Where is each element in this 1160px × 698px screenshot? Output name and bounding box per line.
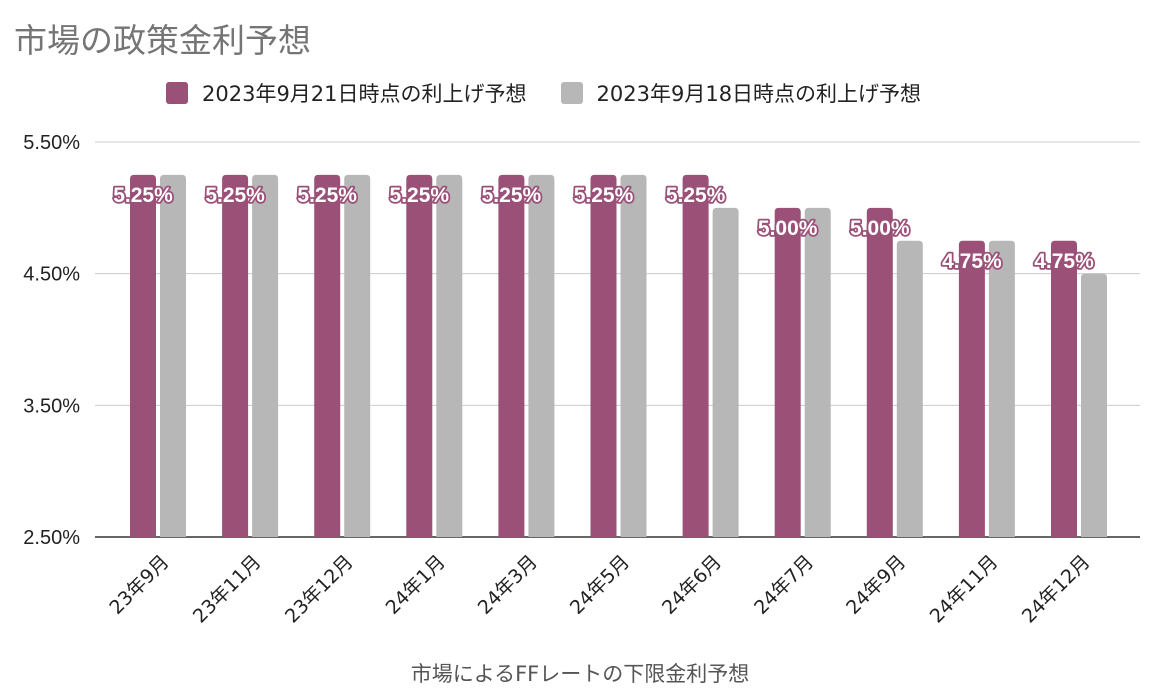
- data-label: 4.75%: [942, 250, 1002, 273]
- bar-sep21[interactable]: [1051, 240, 1077, 537]
- x-tick-label: 24年5月: [566, 551, 634, 619]
- x-tick-label: 24年9月: [842, 551, 910, 619]
- bar-sep18[interactable]: [344, 174, 371, 537]
- legend: 2023年9月21日時点の利上げ予想 2023年9月18日時点の利上げ予想: [166, 78, 921, 108]
- data-label: 5.25%: [666, 184, 726, 207]
- legend-label-sep18: 2023年9月18日時点の利上げ予想: [596, 82, 922, 106]
- x-tick-label: 23年11月: [189, 551, 266, 628]
- x-tick-label: 24年6月: [658, 551, 726, 619]
- bar-sep18[interactable]: [528, 174, 555, 537]
- chart-title: 市場の政策金利予想: [14, 21, 311, 60]
- data-label: 5.00%: [850, 217, 910, 240]
- bar-sep18[interactable]: [436, 174, 463, 537]
- y-tick-label: 5.50%: [23, 132, 80, 154]
- x-tick-label: 24年11月: [926, 551, 1003, 628]
- bar-sep21[interactable]: [130, 174, 156, 537]
- y-tick-label: 2.50%: [23, 527, 80, 549]
- x-tick-label: 24年7月: [750, 551, 818, 619]
- x-tick-label: 24年12月: [1018, 551, 1095, 628]
- bar-sep21[interactable]: [774, 207, 801, 538]
- y-axis-ticks: 2.50% 3.50% 4.50% 5.50%: [23, 132, 80, 549]
- legend-swatch-sep21: [166, 82, 188, 104]
- data-label: 4.75%: [1034, 250, 1094, 273]
- data-label: 5.25%: [113, 184, 173, 207]
- bar-sep18[interactable]: [160, 174, 186, 537]
- data-labels: 5.25% 5.25% 5.25% 5.25% 5.25% 5.25% 5.25% 5.00%…: [111, 182, 1095, 274]
- legend-item-sep21[interactable]: 2023年9月21日時点の利上げ予想: [166, 78, 527, 108]
- x-tick-label: 24年1月: [382, 551, 450, 619]
- legend-item-sep18[interactable]: 2023年9月18日時点の利上げ予想: [560, 78, 922, 108]
- bar-sep18[interactable]: [896, 240, 923, 537]
- bar-sep18[interactable]: [804, 207, 831, 538]
- legend-label-sep21: 2023年9月21日時点の利上げ予想: [202, 82, 527, 106]
- x-tick-label: 23年9月: [105, 551, 173, 619]
- y-tick-label: 3.50%: [23, 395, 80, 417]
- x-tick-label: 23年12月: [281, 551, 358, 628]
- data-label: 5.25%: [482, 184, 542, 207]
- bar-sep21[interactable]: [498, 174, 525, 537]
- bar-sep21[interactable]: [314, 174, 341, 537]
- bar-sep18[interactable]: [1081, 273, 1107, 537]
- x-tick-label: 24年3月: [474, 551, 542, 619]
- bar-sep21[interactable]: [682, 174, 709, 537]
- bar-sep18[interactable]: [988, 240, 1015, 537]
- y-tick-label: 4.50%: [23, 264, 80, 286]
- bar-sep21[interactable]: [958, 240, 985, 537]
- data-label: 5.00%: [758, 217, 818, 240]
- bar-sep21[interactable]: [866, 207, 893, 538]
- x-axis-ticks: 23年9月 23年11月 23年12月 24年1月 24年3月 24年5月 24年6月 24年…: [105, 551, 1094, 628]
- bar-sep18[interactable]: [252, 174, 279, 537]
- bar-sep18[interactable]: [620, 174, 647, 537]
- data-label: 5.25%: [297, 184, 357, 207]
- bar-sep21[interactable]: [406, 174, 433, 537]
- legend-swatch-sep18: [560, 82, 583, 104]
- bar-sep18[interactable]: [712, 207, 739, 538]
- data-label: 5.25%: [574, 184, 634, 207]
- data-label: 5.25%: [205, 184, 265, 207]
- bars: [130, 174, 1107, 538]
- x-axis-title: 市場によるFFレートの下限金利予想: [410, 662, 750, 686]
- bar-sep21[interactable]: [222, 174, 249, 537]
- bar-sep21[interactable]: [590, 174, 617, 537]
- data-label: 5.25%: [390, 184, 450, 207]
